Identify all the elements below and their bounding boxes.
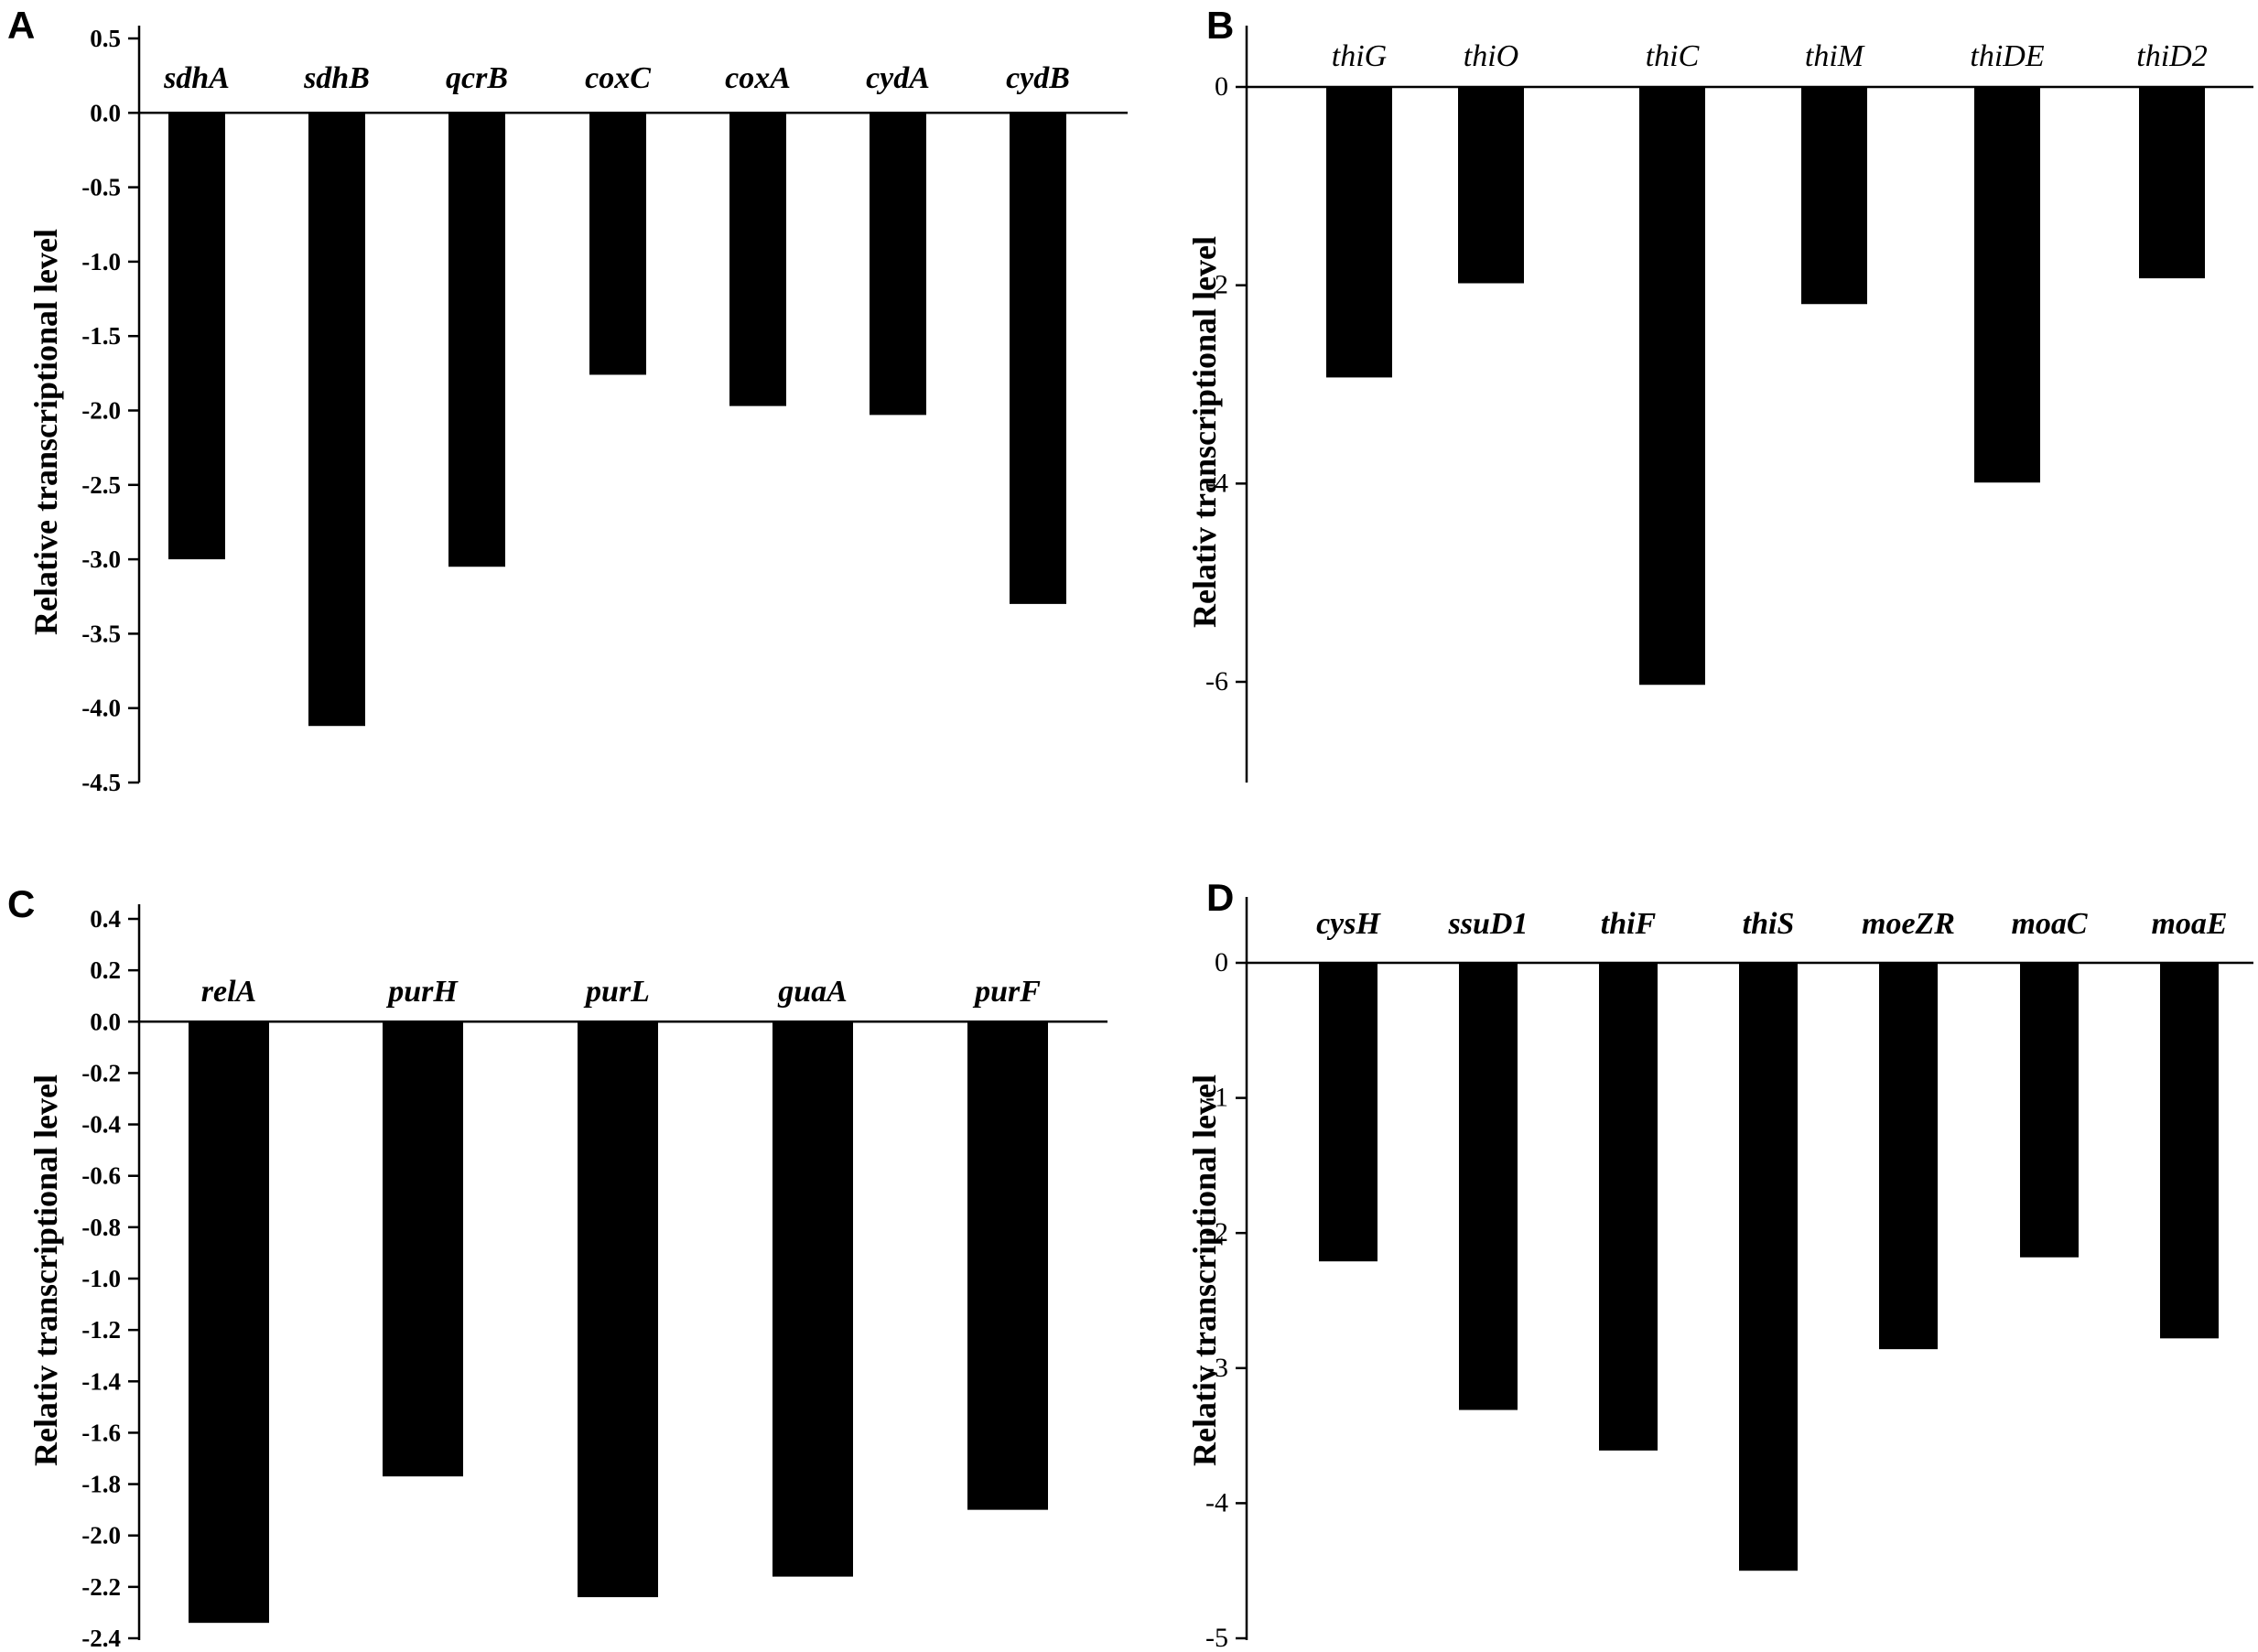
bar-coxC [589,113,646,375]
y-tick-label: -1.6 [81,1419,121,1446]
y-tick-label: -0.5 [81,174,121,201]
category-label: purF [972,975,1041,1009]
category-label: moaC [2011,907,2087,941]
bar-sdhA [168,113,225,560]
y-tick-label: -2.0 [81,1522,121,1549]
bar-cysH [1319,963,1377,1262]
category-label: thiDE [1970,39,2044,73]
bar-guaA [772,1021,853,1577]
category-label: thiS [1743,907,1795,941]
y-tick-label: -0.4 [81,1111,121,1139]
y-tick-label: 0 [1215,71,1228,102]
bar-purF [967,1021,1048,1510]
panel-d: D Relativ transcriptional level 0 -1 -2 -3 -4 -… [1186,876,2253,1652]
category-label: coxA [725,61,791,95]
y-tick-label: -4 [1205,1487,1228,1517]
y-tick-label: -1.0 [81,248,121,275]
y-tick-label: -0.8 [81,1214,121,1241]
y-tick-label: -0.2 [81,1059,121,1086]
category-label: thiD2 [2136,39,2207,73]
bar-thiS [1739,963,1798,1571]
bar-ssuD1 [1459,963,1518,1410]
category-label: relA [201,975,256,1009]
panel-letter: D [1206,876,1234,919]
category-label: sdhB [303,61,370,95]
bar-cydB [1010,113,1066,604]
y-tick-label: -1.5 [81,322,121,350]
y-tick-label: -1 [1205,1083,1228,1113]
y-tick-label: 0.2 [90,956,121,984]
bar-thiO [1458,87,1524,284]
bar-cydA [870,113,926,416]
bar-purL [578,1021,658,1598]
y-tick-label: -1.0 [81,1265,121,1292]
y-tick-label: -4.5 [81,769,121,796]
y-tick-label: -3.5 [81,620,121,647]
category-label: thiO [1464,39,1518,73]
category-label: purH [385,975,459,1009]
bar-sdhB [308,113,365,727]
panel-letter: A [7,4,35,47]
bar-relA [189,1021,269,1624]
y-axis-label: Relative transcriptional level [27,229,64,635]
y-tick-label: -2 [1205,1217,1228,1247]
y-tick-label: 0.5 [90,25,121,52]
y-tick-label: 0.4 [90,905,121,933]
y-tick-label: -3.0 [81,545,121,573]
category-label: thiC [1646,39,1700,73]
y-tick-label: -4 [1205,468,1228,498]
bar-moaE [2160,963,2219,1339]
y-tick-label: -6 [1205,666,1228,696]
category-label: purL [583,975,650,1009]
bar-moaC [2020,963,2079,1258]
panel-b: B Relativ transcriptional level 0 -2 -4 -6 thi… [1186,4,2253,783]
bar-thiG [1326,87,1392,378]
category-label: thiF [1601,907,1657,941]
y-tick-label: -1.2 [81,1316,121,1344]
y-tick-label: 0 [1215,947,1228,977]
y-tick-label: -2 [1205,270,1228,300]
y-tick-label: -1.8 [81,1471,121,1498]
category-label: cysH [1316,907,1381,941]
y-tick-label: -4.0 [81,695,121,722]
bar-qcrB [448,113,505,567]
category-label: guaA [777,975,848,1009]
bar-purH [383,1021,463,1477]
y-axis-label: Relativ transcriptional level [1186,1074,1223,1466]
y-tick-label: -2.2 [81,1573,121,1601]
panel-letter: B [1206,4,1234,47]
bar-thiF [1599,963,1658,1451]
y-axis-label: Relativ transcriptional level [27,1074,64,1466]
category-label: cydA [866,61,930,95]
category-label: qcrB [446,61,508,95]
category-label: coxC [585,61,651,95]
bar-thiM [1801,87,1867,305]
bar-moeZR [1879,963,1938,1350]
category-label: ssuD1 [1448,907,1529,941]
y-tick-label: -2.5 [81,471,121,499]
y-tick-label: -2.0 [81,397,121,425]
panel-letter: C [7,882,35,925]
category-label: thiM [1805,39,1865,73]
category-label: cydB [1006,61,1070,95]
category-label: sdhA [163,61,230,95]
panel-c: C Relativ transcriptional level 0.4 0.2 0.0 -… [7,882,1107,1652]
panel-a: A Relative transcriptional level 0.5 0.0 -0.… [7,4,1128,796]
bar-thiDE [1974,87,2040,483]
category-label: moaE [2151,907,2227,941]
category-label: moeZR [1862,907,1955,941]
y-tick-label: -2.4 [81,1625,121,1652]
y-tick-label: 0.0 [90,99,121,126]
bar-coxA [729,113,786,406]
y-tick-label: -3 [1205,1353,1228,1383]
y-tick-label: 0.0 [90,1008,121,1035]
y-tick-label: -5 [1205,1623,1228,1652]
bar-thiC [1639,87,1705,686]
y-tick-label: -1.4 [81,1367,121,1395]
category-label: thiG [1332,39,1387,73]
y-axis-label: Relativ transcriptional level [1186,236,1223,628]
bar-thiD2 [2139,87,2205,279]
y-tick-label: -0.6 [81,1162,121,1190]
